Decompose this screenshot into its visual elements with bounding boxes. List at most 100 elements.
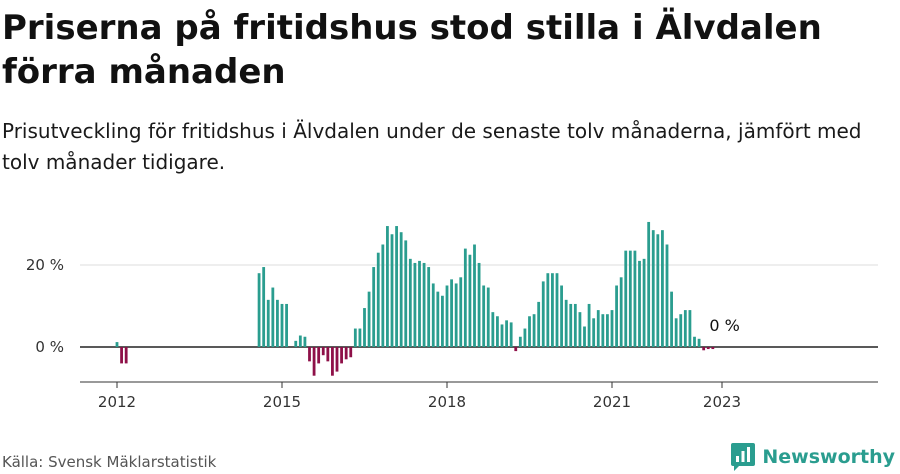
bar-positive xyxy=(555,273,559,347)
bar-positive xyxy=(298,335,302,347)
bar-positive xyxy=(596,310,600,347)
bar-positive xyxy=(276,299,279,347)
bar-positive xyxy=(257,273,261,347)
bar-positive xyxy=(454,283,458,347)
bar-positive xyxy=(578,312,582,347)
bar-positive xyxy=(491,312,495,347)
bar-negative xyxy=(326,347,330,362)
bar-positive xyxy=(422,262,426,347)
bar-positive xyxy=(441,295,444,347)
bar-positive xyxy=(560,285,563,347)
bar-positive xyxy=(505,320,508,347)
bar-positive xyxy=(431,283,435,347)
bar-positive xyxy=(381,244,385,347)
bar-positive xyxy=(386,226,389,347)
bar-positive xyxy=(624,250,628,347)
bar-positive xyxy=(583,326,586,347)
bar-positive xyxy=(537,301,541,347)
bar-positive xyxy=(262,267,266,347)
bar-positive xyxy=(573,303,577,347)
x-tick-label: 2015 xyxy=(263,393,301,411)
bar-positive xyxy=(606,314,609,347)
bar-positive xyxy=(294,340,298,347)
bar-chart-logo-icon xyxy=(731,443,756,471)
bar-negative xyxy=(702,347,706,351)
bar-positive xyxy=(363,308,366,347)
bar-negative xyxy=(120,347,123,364)
bar-positive xyxy=(615,285,618,347)
bar-negative xyxy=(312,347,316,376)
bar-positive xyxy=(468,254,472,347)
bar-positive xyxy=(482,285,486,347)
bar-positive xyxy=(628,250,632,347)
x-tick-label: 2018 xyxy=(428,393,466,411)
y-tick-label: 0 % xyxy=(35,338,64,356)
bar-positive xyxy=(551,273,554,347)
bar-positive xyxy=(541,281,545,347)
bar-positive xyxy=(285,303,288,347)
bar-positive xyxy=(500,324,504,347)
bar-positive xyxy=(358,328,362,347)
bar-positive xyxy=(683,310,687,347)
bar-positive xyxy=(450,279,453,347)
bar-negative xyxy=(124,347,128,364)
bar-negative xyxy=(321,347,325,356)
bar-negative xyxy=(711,347,715,350)
y-tick-label: 20 % xyxy=(26,256,64,274)
bar-positive xyxy=(633,250,637,347)
bar-positive xyxy=(266,299,270,347)
bar-positive xyxy=(115,342,119,347)
bar-positive xyxy=(395,226,398,347)
bar-positive xyxy=(477,262,481,347)
bar-positive xyxy=(303,336,307,347)
bar-negative xyxy=(514,347,518,352)
bar-negative xyxy=(344,347,348,360)
bar-positive xyxy=(656,234,660,347)
bar-negative xyxy=(331,347,334,376)
bar-positive xyxy=(528,316,531,347)
bar-positive xyxy=(413,262,417,347)
bar-positive xyxy=(518,336,522,347)
bar-positive xyxy=(280,303,284,347)
bar-positive xyxy=(271,287,275,347)
y-axis-labels: 0 % 20 % xyxy=(26,256,64,356)
bar-positive xyxy=(496,316,499,347)
bar-negative xyxy=(340,347,343,364)
bar-positive xyxy=(427,267,431,347)
bar-negative xyxy=(317,347,321,364)
bar-positive xyxy=(601,314,605,347)
source-note: Källa: Svensk Mäklarstatistik xyxy=(2,453,217,471)
bar-positive xyxy=(486,287,490,347)
bar-positive xyxy=(463,248,467,347)
bar-positive xyxy=(546,273,550,347)
bar-negative xyxy=(349,347,353,358)
bar-positive xyxy=(473,244,476,347)
bar-positive xyxy=(679,314,683,347)
bar-positive xyxy=(647,221,651,347)
bar-negative xyxy=(706,347,710,350)
bar-positive xyxy=(564,299,568,347)
newsworthy-logo[interactable]: Newsworthy xyxy=(730,441,895,473)
bar-positive xyxy=(642,258,646,347)
bar-positive xyxy=(688,310,692,347)
x-axis xyxy=(80,381,878,388)
bar-positive xyxy=(674,318,678,347)
x-tick-label: 2023 xyxy=(703,393,741,411)
x-tick-label: 2021 xyxy=(593,393,631,411)
bar-positive xyxy=(404,240,408,347)
bar-positive xyxy=(638,260,641,347)
bar-positive xyxy=(523,328,527,347)
bar-positive xyxy=(436,291,440,347)
bar-positive xyxy=(418,260,421,347)
bar-positive xyxy=(592,318,596,347)
bar-positive xyxy=(509,322,513,347)
bar-positive xyxy=(532,314,536,347)
bar-positive xyxy=(693,336,696,347)
bar-positive xyxy=(610,310,614,347)
bar-positive xyxy=(697,338,701,347)
bar-positive xyxy=(372,267,376,347)
bar-positive xyxy=(445,285,449,347)
bars xyxy=(115,221,715,376)
bar-positive xyxy=(619,277,623,347)
bar-positive xyxy=(665,244,669,347)
